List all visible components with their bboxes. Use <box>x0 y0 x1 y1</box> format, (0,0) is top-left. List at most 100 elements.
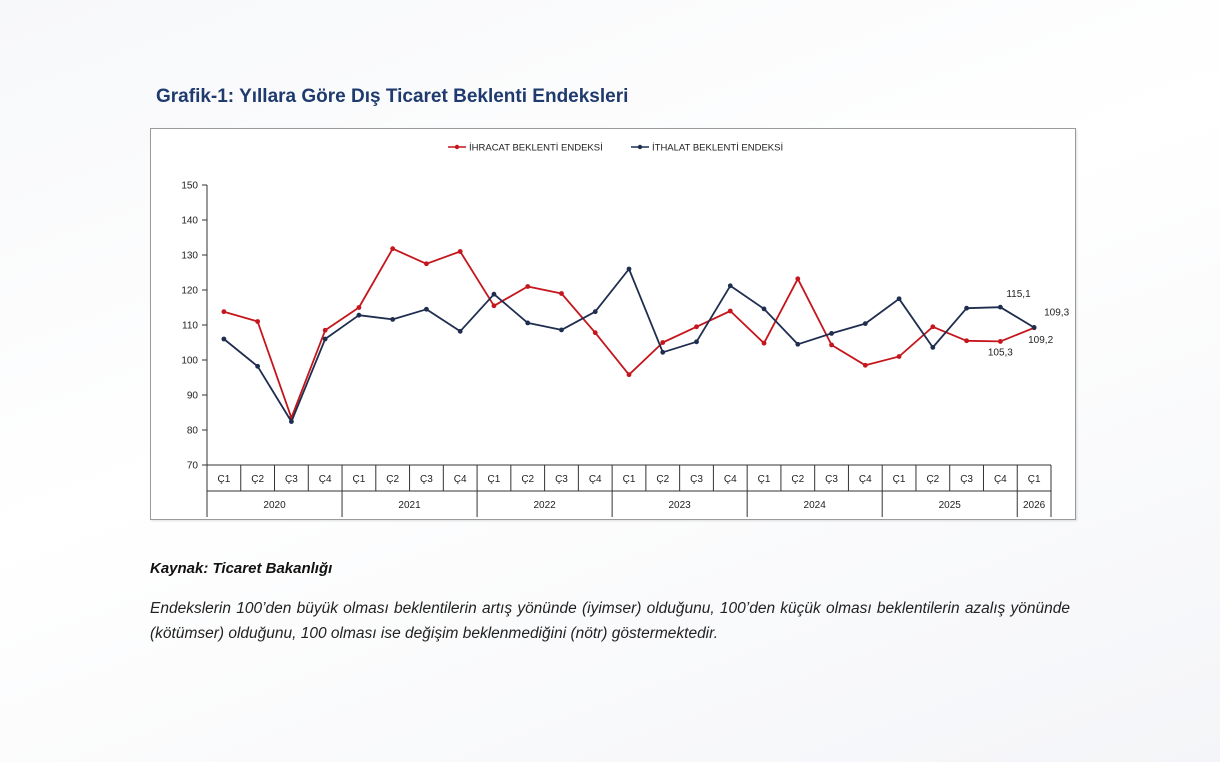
data-point <box>424 306 429 312</box>
year-label: 2024 <box>804 500 827 511</box>
year-label: 2020 <box>263 500 286 511</box>
data-point <box>255 319 261 324</box>
data-point <box>795 341 801 347</box>
data-point <box>322 336 328 342</box>
data-point <box>727 308 733 314</box>
y-tick-label: 70 <box>187 461 199 472</box>
data-point <box>491 303 497 309</box>
legend-label: İTHALAT BEKLENTİ ENDEKSİ <box>652 143 783 154</box>
data-label: 109,3 <box>1044 307 1069 318</box>
data-point <box>322 327 328 333</box>
data-point <box>457 328 463 334</box>
data-label: 115,1 <box>1006 289 1031 300</box>
data-point <box>390 246 396 252</box>
data-point <box>964 305 969 311</box>
data-point <box>829 342 834 348</box>
data-point <box>221 336 227 342</box>
x-tick-label: Ç1 <box>623 474 636 485</box>
x-tick-label: Ç1 <box>893 474 906 485</box>
x-tick-label: Ç1 <box>1028 474 1041 485</box>
data-point <box>795 276 801 282</box>
x-tick-label: Ç2 <box>386 474 399 485</box>
explanation-note: Endekslerin 100’den büyük olması beklent… <box>150 600 1070 642</box>
x-tick-label: Ç1 <box>353 474 366 485</box>
y-tick-label: 100 <box>181 356 198 367</box>
data-point <box>727 283 733 289</box>
year-label: 2025 <box>939 500 962 511</box>
x-tick-label: Ç3 <box>555 474 568 485</box>
x-tick-label: Ç1 <box>488 474 501 485</box>
legend-marker <box>454 144 460 150</box>
data-point <box>862 321 868 326</box>
data-point <box>997 304 1003 310</box>
year-label: 2026 <box>1023 500 1046 511</box>
data-point <box>896 296 902 302</box>
data-point <box>997 339 1003 344</box>
data-label: 105,3 <box>988 347 1013 358</box>
x-tick-label: Ç1 <box>758 474 771 485</box>
data-point <box>491 291 497 297</box>
x-tick-label: Ç2 <box>926 474 939 485</box>
data-point <box>559 327 564 333</box>
chart-title: Grafik-1: Yıllara Göre Dış Ticaret Bekle… <box>156 86 629 107</box>
chart-container: 70 80 90 100 110 120 130 140 150 Ç1 Ç2 Ç3 Ç4 Ç1 Ç2 Ç3 Ç4… <box>150 128 1076 520</box>
data-point <box>592 330 598 336</box>
y-tick-label: 140 <box>181 216 198 227</box>
data-label: 109,2 <box>1028 335 1053 346</box>
x-tick-label: Ç3 <box>285 474 298 485</box>
legend-marker <box>637 144 643 150</box>
data-point <box>660 340 666 345</box>
x-tick-label: Ç4 <box>454 474 467 485</box>
data-point <box>761 340 767 346</box>
data-point <box>626 372 632 378</box>
data-point <box>356 305 362 310</box>
data-point <box>694 324 699 330</box>
data-point <box>930 324 936 330</box>
x-tick-label: Ç1 <box>217 474 230 485</box>
data-point <box>626 266 632 272</box>
source-label: Kaynak: Ticaret Bakanlığı <box>150 560 333 577</box>
year-label: 2023 <box>669 500 692 511</box>
data-point <box>255 363 261 369</box>
x-tick-label: Ç4 <box>724 474 737 485</box>
data-point <box>829 331 834 336</box>
data-point <box>457 249 463 254</box>
x-tick-label: Ç4 <box>859 474 872 485</box>
x-tick-label: Ç3 <box>690 474 703 485</box>
y-tick-label: 120 <box>181 286 198 297</box>
y-tick-label: 90 <box>187 391 199 402</box>
data-point <box>896 354 902 359</box>
x-tick-label: Ç4 <box>994 474 1007 485</box>
series-line-export <box>223 247 1035 419</box>
data-point <box>390 317 396 322</box>
x-tick-label: Ç3 <box>420 474 433 485</box>
x-tick-label: Ç4 <box>319 474 332 485</box>
data-point <box>356 312 362 318</box>
y-tick-label: 110 <box>182 321 198 332</box>
data-point <box>525 284 531 289</box>
data-point <box>559 291 564 296</box>
data-point <box>289 419 294 424</box>
x-tick-label: Ç3 <box>825 474 838 485</box>
x-tick-label: Ç2 <box>656 474 669 485</box>
data-point <box>862 362 868 368</box>
x-tick-label: Ç2 <box>251 474 264 485</box>
data-point <box>424 261 429 267</box>
y-tick-label: 130 <box>181 251 198 262</box>
year-label: 2022 <box>533 500 556 511</box>
line-chart: 70 80 90 100 110 120 130 140 150 Ç1 Ç2 Ç3 Ç4 Ç1 Ç2 Ç3 Ç4… <box>181 143 1070 517</box>
data-point <box>660 349 666 355</box>
data-point <box>930 345 936 350</box>
year-label: 2021 <box>398 500 421 511</box>
data-point <box>761 306 767 312</box>
data-point <box>964 338 969 344</box>
x-tick-label: Ç3 <box>960 474 973 485</box>
x-tick-label: Ç4 <box>589 474 602 485</box>
x-tick-label: Ç2 <box>521 474 534 485</box>
data-point <box>694 339 699 345</box>
data-point <box>1031 325 1037 330</box>
legend-label: İHRACAT BEKLENTİ ENDEKSİ <box>469 143 603 154</box>
data-point <box>525 320 531 326</box>
data-point <box>221 309 227 315</box>
data-point <box>592 309 598 315</box>
